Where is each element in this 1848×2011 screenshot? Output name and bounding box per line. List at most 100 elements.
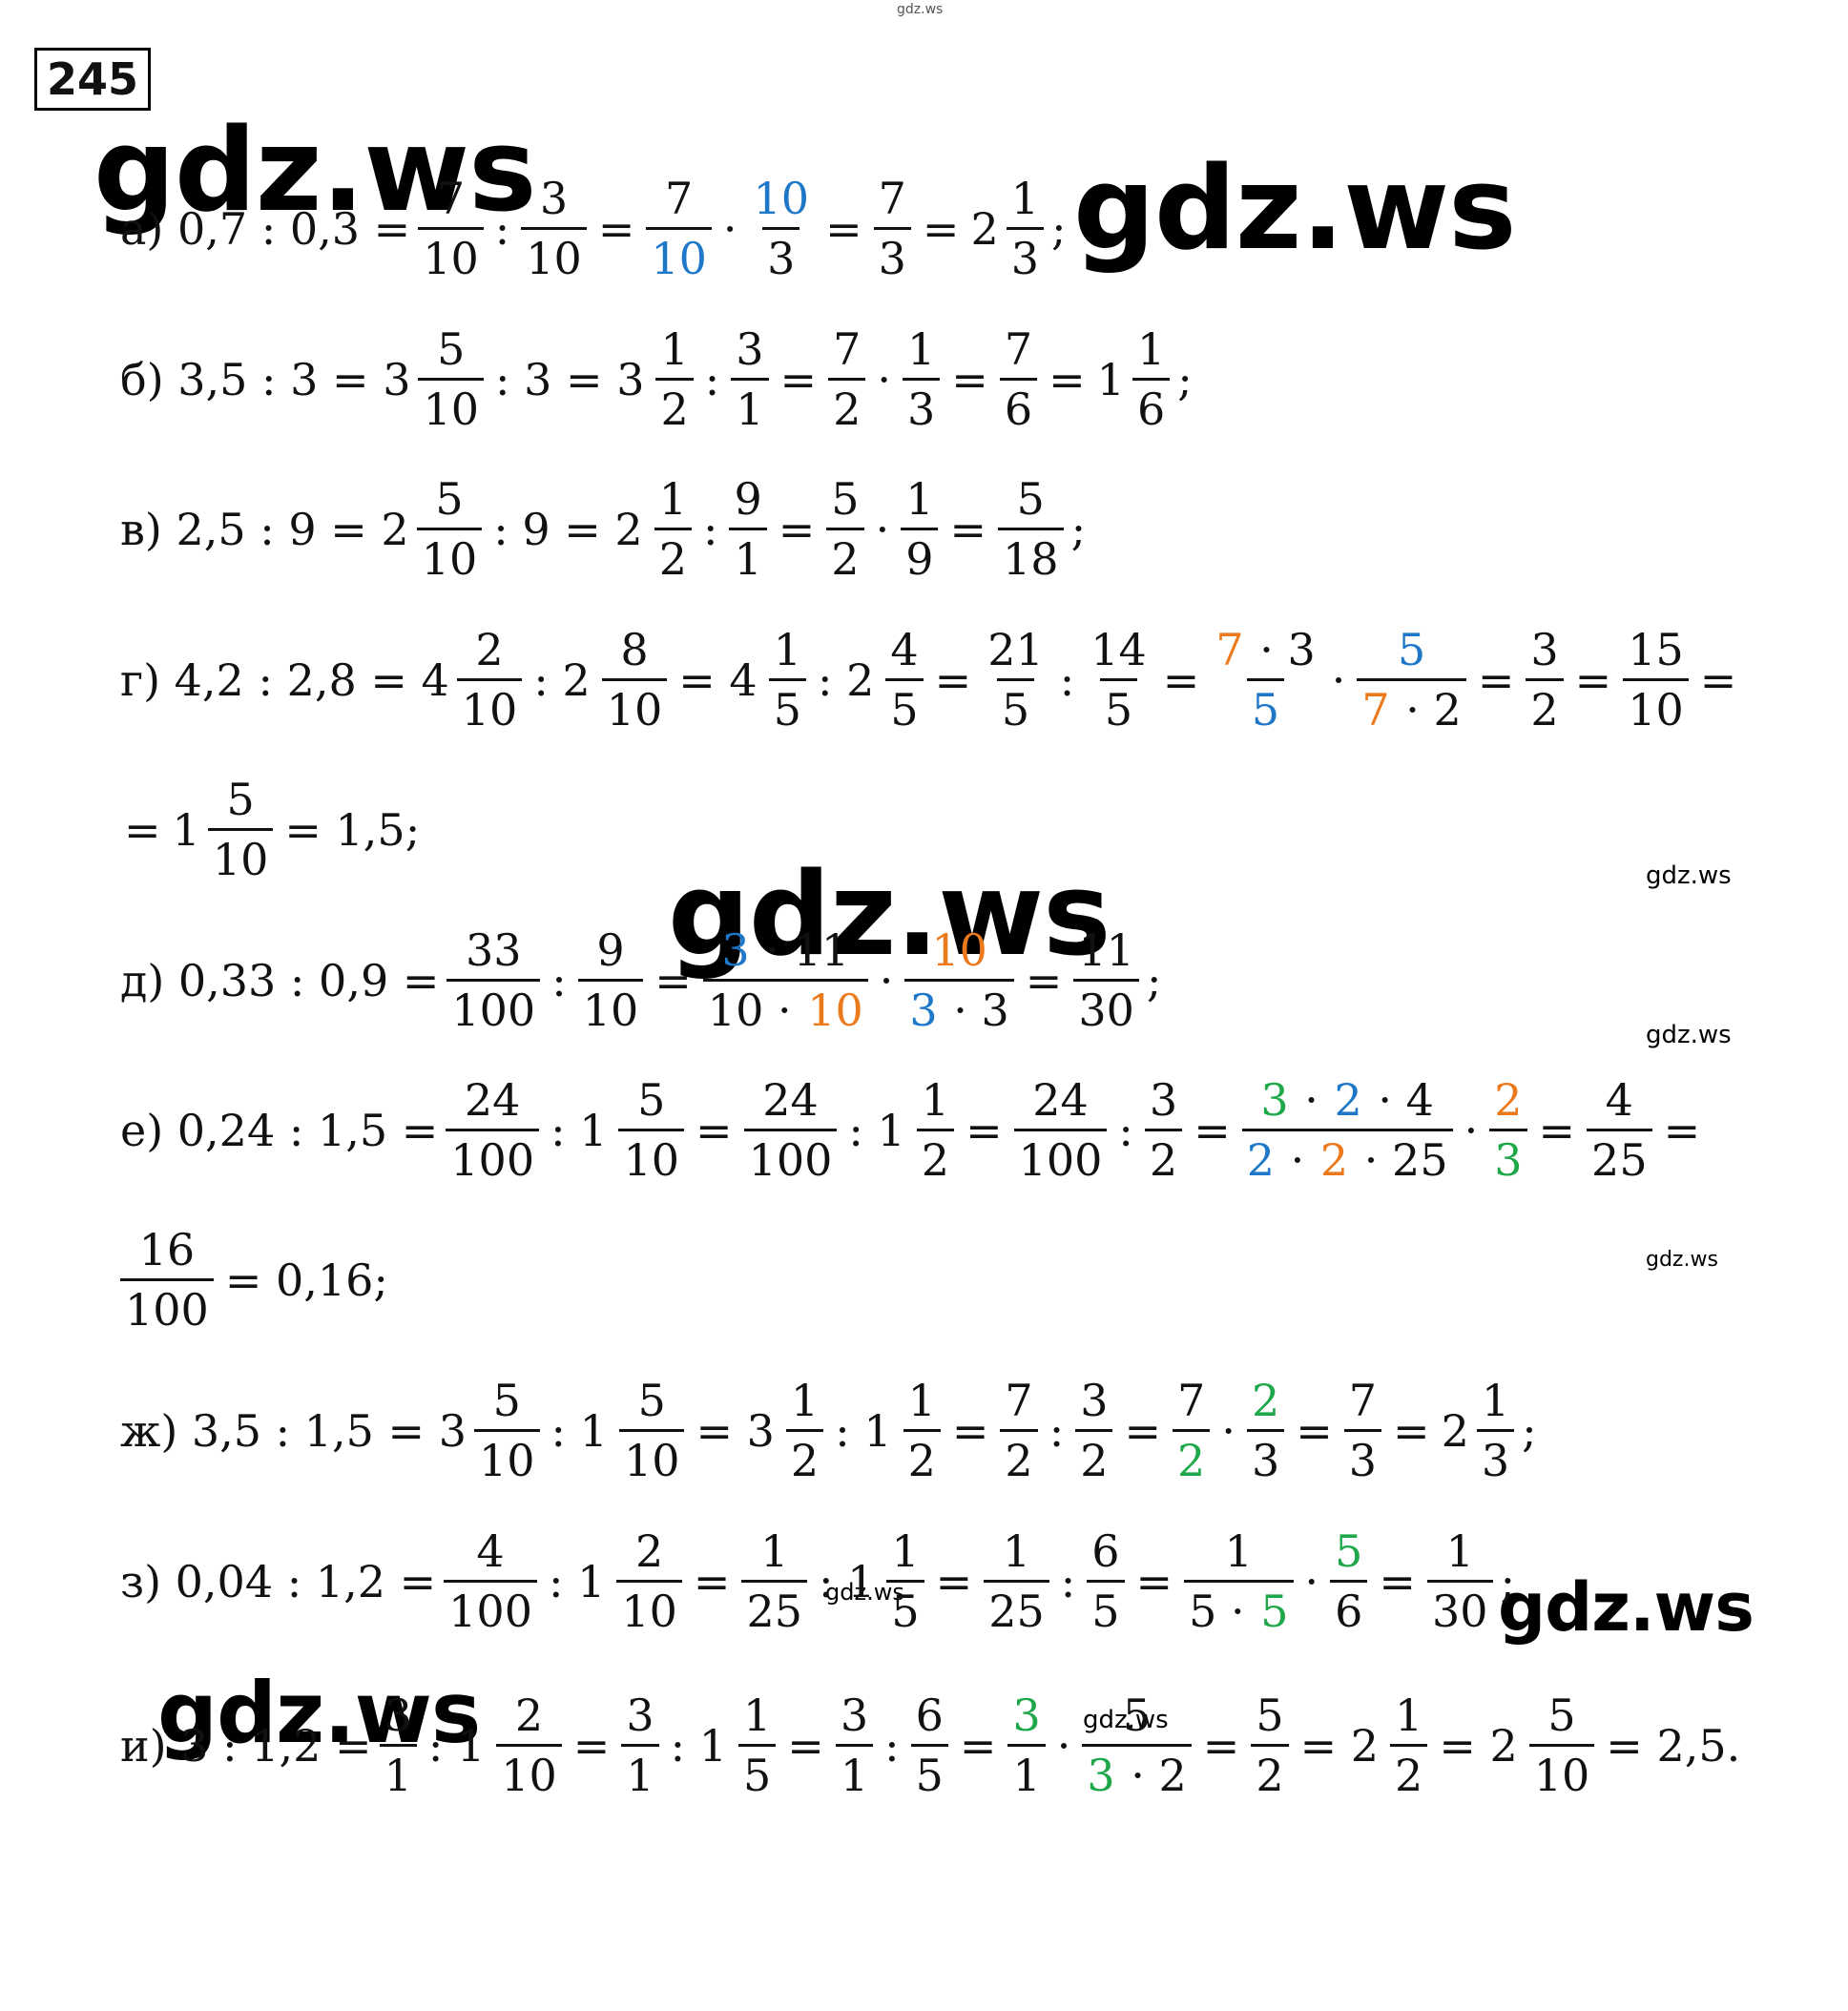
fraction: 15 10 [1623, 627, 1689, 734]
term: 5 [1122, 1690, 1152, 1741]
task-number: 245 [34, 48, 152, 111]
denominator: 2 [828, 378, 866, 436]
term: 9 [905, 533, 934, 586]
denominator: 2 · 2 · 25 [1241, 1129, 1453, 1183]
operator: = [693, 1555, 731, 1607]
term: 3 [840, 1690, 869, 1741]
term: 1 [658, 473, 687, 525]
numerator: 2 [1247, 1378, 1284, 1429]
denominator: 2 [655, 378, 694, 432]
denominator: 10 [418, 227, 484, 281]
term: 10 [753, 173, 810, 224]
fraction: 3 · 11 10 · 10 [702, 927, 868, 1037]
term: 3 [907, 384, 936, 436]
numerator: 3 [1075, 1378, 1112, 1429]
numerator: 10 [749, 176, 815, 227]
watermark: gdz.ws [157, 1664, 481, 1762]
term: 7 [1348, 1375, 1378, 1426]
numerator: 5 [1118, 1692, 1155, 1744]
numerator: 1 [998, 1528, 1035, 1580]
term: 10 · [707, 985, 806, 1037]
watermark: gdz.ws [668, 849, 1111, 982]
term: 1 [384, 1750, 412, 1802]
denominator: 5 [738, 1744, 777, 1798]
fraction: 2 10 [456, 627, 523, 734]
term: 4 [890, 624, 919, 675]
term: 1 [1395, 1690, 1423, 1741]
term: 3 [1149, 1074, 1178, 1126]
term: 2 [833, 384, 862, 436]
denominator: 10 [1528, 1744, 1595, 1798]
term: 100 [448, 1586, 532, 1638]
term: 10 [582, 985, 639, 1037]
term: 5 [1104, 684, 1133, 736]
numerator: 1 [903, 1378, 941, 1429]
term: 2 [1005, 1435, 1033, 1487]
operator: = [1477, 653, 1515, 706]
denominator: 5 [1246, 678, 1285, 733]
operator: : 2 [533, 653, 591, 706]
fraction: 10 3 [749, 176, 815, 282]
numerator: 1 [917, 1077, 954, 1129]
expression-text: 1 [172, 803, 200, 856]
denominator: 100 [120, 1278, 214, 1333]
term: 100 [748, 1134, 833, 1187]
term: 10 [423, 233, 479, 285]
term: 5 [890, 684, 919, 736]
operator: = 2 [1439, 1719, 1518, 1772]
numerator: 11 [1073, 927, 1139, 979]
term: 10 [606, 684, 663, 736]
denominator: 3 [762, 227, 800, 281]
watermark: gdz.ws [1498, 1568, 1755, 1647]
fraction: 24 100 [446, 1077, 540, 1184]
equation-line: б) 3,5 : 3 = 3 5 10: 3 = 3 1 2:3 1 = 7 2 · 1 3 = 7 6 = 1… [116, 326, 1196, 433]
term: 10 [651, 233, 707, 285]
expression-text: ; [1522, 1404, 1537, 1457]
expression-text: ; [1500, 1555, 1516, 1607]
fraction: 21 5 [983, 627, 1049, 734]
term: 3 [1530, 624, 1559, 675]
operator: = [696, 1104, 733, 1156]
fraction: 5 10 [207, 777, 274, 883]
term: 9 [734, 473, 762, 525]
numerator: 5 [1330, 1528, 1367, 1580]
numerator: 21 [983, 627, 1049, 678]
denominator: 2 [1251, 1744, 1289, 1798]
term: 5 [637, 1375, 666, 1426]
term: 24 [1032, 1074, 1089, 1126]
denominator: 1 [729, 528, 767, 582]
equation-line: 16 100 = 0,16; [116, 1227, 396, 1334]
numerator: 1 [738, 1692, 776, 1744]
operator: = [1049, 353, 1086, 405]
operator: = [572, 1719, 611, 1772]
denominator: 3 [1476, 1429, 1515, 1483]
term: 1 [1445, 1525, 1474, 1577]
expression-text: 2 [970, 202, 999, 255]
operator: = [1538, 1104, 1576, 1156]
term: · [1290, 1074, 1333, 1126]
operator: = [654, 954, 692, 1006]
denominator: 2 [1144, 1129, 1183, 1183]
numerator: 4 [885, 627, 923, 678]
term: · 3 [1245, 624, 1316, 675]
operator: = [1393, 1404, 1430, 1457]
expression-text: ; [1070, 503, 1087, 555]
term: 10 [423, 384, 480, 436]
expression-text: г) 4,2 : 2,8 = 4 [120, 653, 449, 706]
denominator: 30 [1073, 979, 1139, 1033]
term: 3 [736, 323, 764, 375]
term: 30 [1431, 1586, 1488, 1638]
term: · 2 [1116, 1750, 1187, 1802]
denominator: 3 [903, 378, 941, 436]
term: 2 [634, 1525, 664, 1577]
watermark: gdz.ws [825, 1579, 904, 1606]
term: 2 [790, 1435, 820, 1487]
